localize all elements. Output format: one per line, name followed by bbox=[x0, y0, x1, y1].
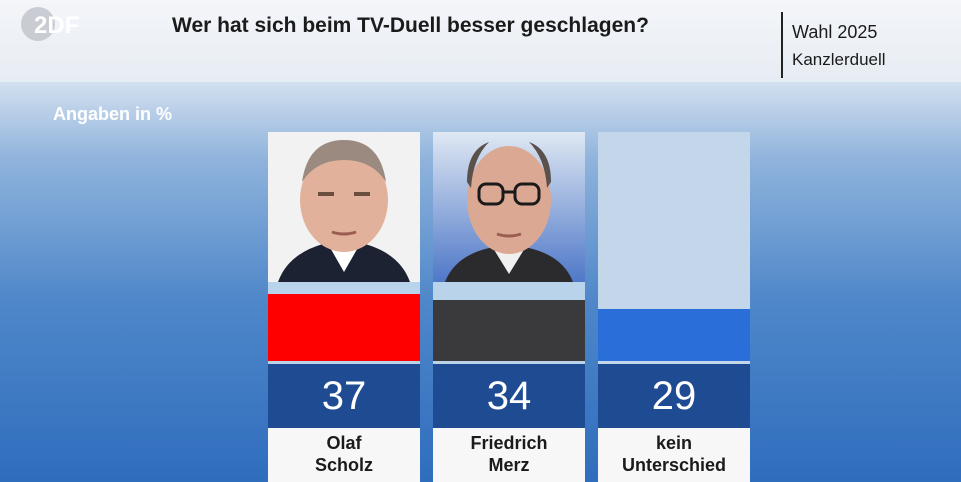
bar-column-kein-unterschied: 29 kein Unterschied bbox=[598, 132, 750, 482]
label-kein-unterschied: kein Unterschied bbox=[598, 428, 750, 482]
label-kein-unterschied-line2: Unterschied bbox=[621, 455, 727, 475]
bar-merz bbox=[433, 300, 585, 361]
label-merz-line1: Friedrich bbox=[470, 433, 548, 453]
zdf-logo-icon: 2DF bbox=[21, 7, 79, 41]
bar-column-merz: 34 Friedrich Merz bbox=[433, 132, 585, 482]
label-scholz-line2: Scholz bbox=[314, 455, 373, 475]
page-title: Wer hat sich beim TV-Duell besser geschl… bbox=[172, 14, 649, 37]
unit-label: Angaben in % bbox=[53, 104, 173, 124]
merz-portrait-icon bbox=[433, 132, 585, 282]
value-scholz: 37 bbox=[268, 364, 420, 428]
label-merz: Friedrich Merz bbox=[433, 428, 585, 482]
label-kein-unterschied-line1: kein bbox=[655, 433, 693, 453]
bar-column-scholz: 37 Olaf Scholz bbox=[268, 132, 420, 482]
election-tag: Wahl 2025 bbox=[792, 22, 878, 42]
value-kein-unterschied: 29 bbox=[598, 364, 750, 428]
logo-text: 2DF bbox=[34, 12, 79, 39]
label-scholz-line1: Olaf bbox=[326, 433, 362, 453]
label-merz-line2: Merz bbox=[488, 455, 530, 475]
header-bar: 2DF Wer hat sich beim TV-Duell besser ge… bbox=[0, 0, 961, 82]
scholz-portrait-icon bbox=[268, 132, 420, 282]
duel-tag: Kanzlerduell bbox=[792, 50, 886, 69]
header-divider bbox=[781, 12, 783, 78]
label-scholz: Olaf Scholz bbox=[268, 428, 420, 482]
value-merz: 34 bbox=[433, 364, 585, 428]
bar-scholz bbox=[268, 294, 420, 361]
bar-kein-unterschied bbox=[598, 309, 750, 361]
